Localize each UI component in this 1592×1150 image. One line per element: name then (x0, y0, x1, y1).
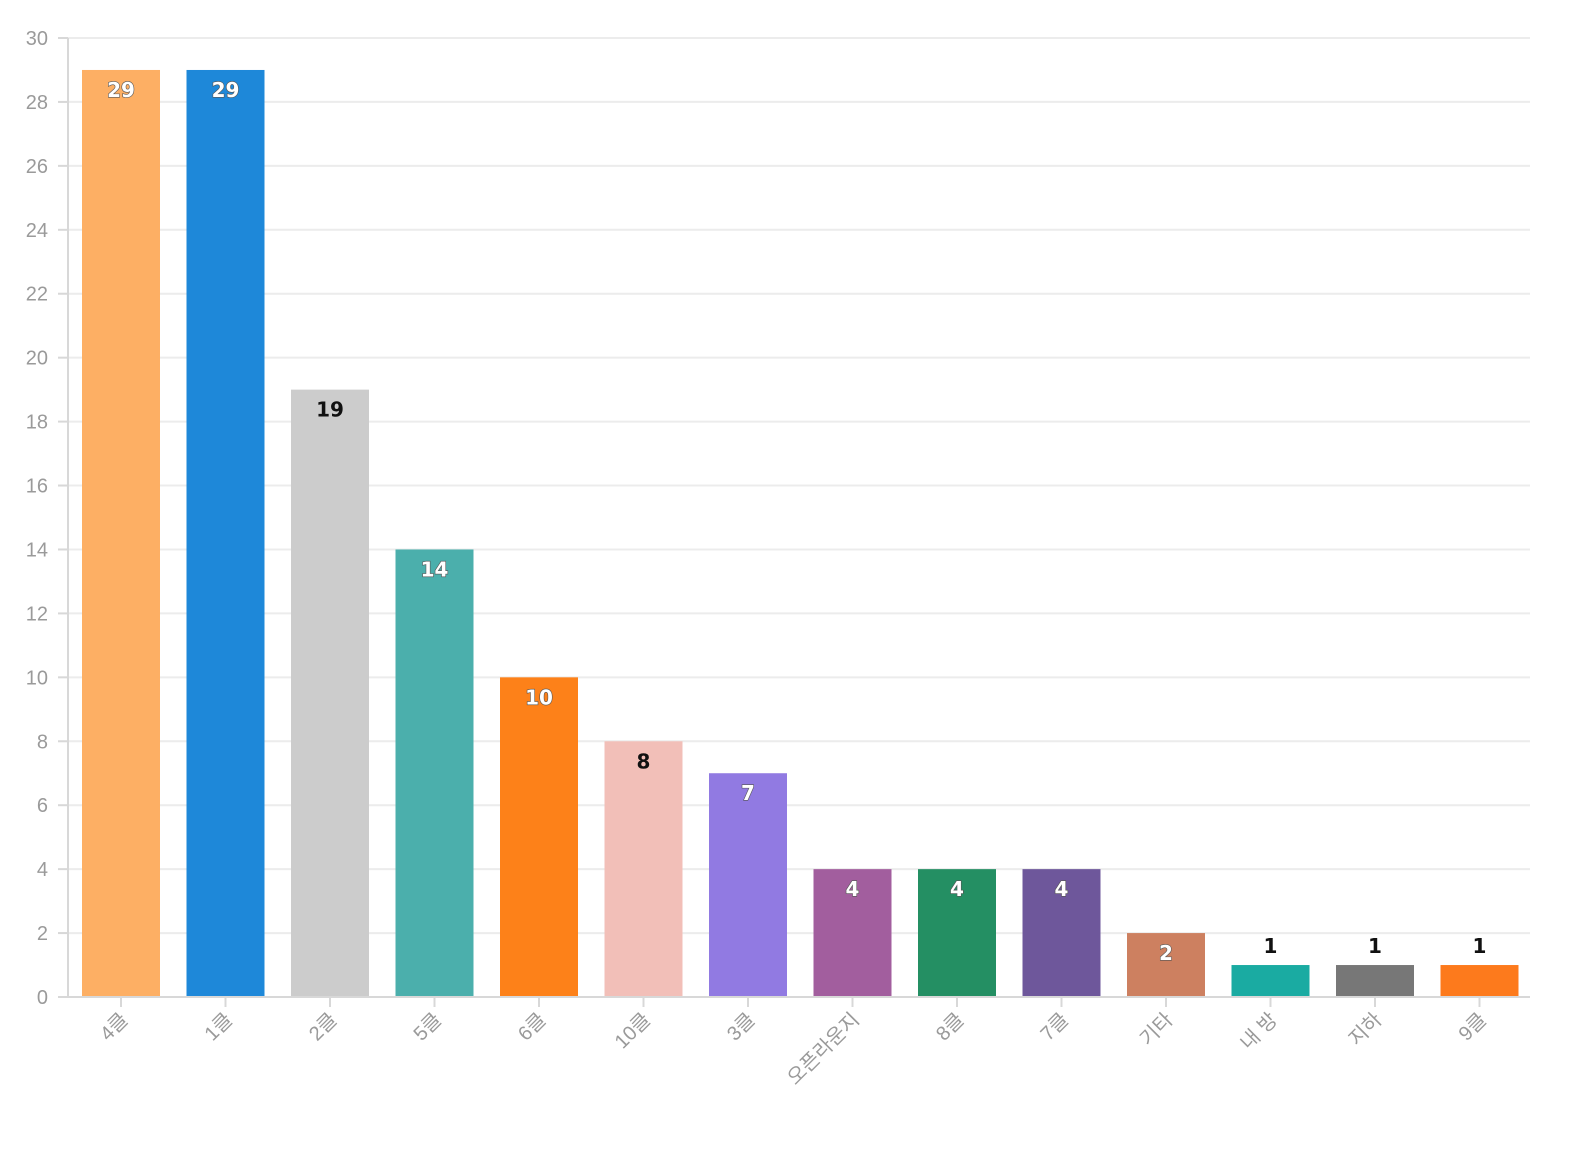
data-label: 1 (1473, 934, 1487, 958)
data-labels: 29 29 19 14 10 8 7 4 4 4 2 1 1 1 (106, 77, 1487, 965)
x-tick-label: 2클 (305, 1009, 341, 1045)
y-tick-label: 8 (37, 731, 48, 753)
y-tick-label: 24 (26, 220, 48, 242)
y-tick-label: 0 (37, 987, 48, 1009)
bar (1127, 933, 1205, 997)
bar (500, 677, 578, 997)
x-tick-label: 기타 (1135, 1008, 1177, 1050)
data-label: 29 (107, 78, 135, 102)
y-tick-label: 28 (26, 92, 48, 114)
data-label: 4 (950, 877, 964, 901)
bar (291, 389, 369, 998)
x-tick-label: 3클 (723, 1009, 759, 1045)
bar (709, 773, 787, 997)
bar (395, 549, 474, 997)
x-tick-label: 10클 (611, 1009, 655, 1053)
bar (82, 69, 160, 997)
y-tick-label: 18 (26, 412, 48, 434)
x-tick-label: 4클 (96, 1009, 132, 1045)
data-label: 1 (1264, 934, 1278, 958)
x-tick-label: 8클 (932, 1009, 968, 1045)
x-tick-label: 1클 (201, 1009, 237, 1045)
bar (604, 741, 683, 997)
x-tick-label: 오픈라운지 (783, 1008, 864, 1089)
data-label: 4 (846, 877, 860, 901)
y-tick-label: 26 (26, 156, 48, 178)
data-label: 29 (212, 78, 240, 102)
y-tick-label: 12 (26, 603, 48, 625)
bar-series (82, 69, 1519, 998)
data-label: 8 (637, 749, 651, 773)
bar (813, 869, 892, 997)
data-label: 4 (1055, 877, 1069, 901)
y-tick-label: 30 (26, 28, 48, 50)
bar (1022, 869, 1101, 997)
data-label: 19 (316, 398, 344, 422)
y-tick-label: 2 (37, 923, 48, 945)
x-axis: 4클 1클 2클 5클 6클 10클 3클 오픈라운지 8클 7클 기타 내 방 지하 9클 (58, 996, 1530, 1090)
bar (918, 869, 996, 997)
y-tick-label: 22 (26, 284, 48, 306)
y-tick-label: 20 (26, 348, 48, 370)
data-label: 14 (421, 557, 449, 581)
x-tick-label: 5클 (410, 1009, 446, 1045)
y-tick-label: 16 (26, 476, 48, 498)
data-label: 10 (525, 685, 553, 709)
data-label: 2 (1159, 941, 1173, 965)
x-tick-label: 7클 (1037, 1009, 1073, 1045)
data-label: 7 (741, 781, 755, 805)
bar (186, 69, 265, 997)
data-label: 1 (1368, 934, 1382, 958)
grid-layer (68, 37, 1530, 935)
y-tick-label: 14 (26, 539, 48, 561)
x-tick-label: 내 방 (1236, 1008, 1282, 1054)
bar (1440, 965, 1519, 997)
bar (1336, 965, 1414, 997)
y-tick-label: 10 (26, 667, 48, 689)
x-tick-label: 9클 (1455, 1009, 1491, 1045)
x-tick-label: 6클 (514, 1009, 550, 1045)
x-tick-label: 지하 (1344, 1008, 1386, 1050)
y-tick-label: 6 (37, 795, 48, 817)
bar (1231, 965, 1310, 997)
y-tick-label: 4 (37, 859, 48, 881)
